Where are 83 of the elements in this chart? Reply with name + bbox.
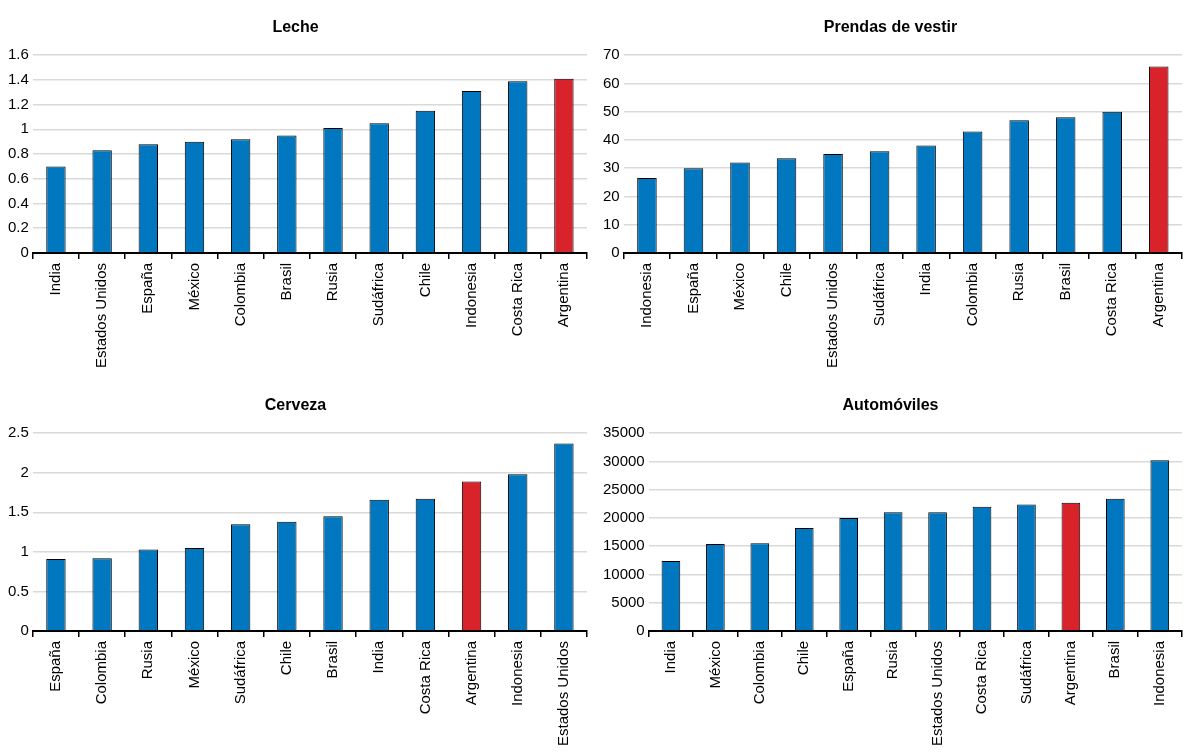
x-tick-label: México — [184, 640, 202, 689]
y-tick-label: 60 — [603, 73, 620, 91]
x-tick-label: Brasil — [1055, 262, 1073, 301]
x-tick-label: Argentina — [1061, 640, 1079, 706]
y-tick-label: 2 — [20, 462, 29, 480]
x-tick-label: Colombia — [962, 262, 980, 327]
x-tick-label: España — [46, 640, 64, 692]
x-tick-label: España — [838, 640, 856, 692]
x-tick-label: Estados Unidos — [554, 640, 572, 746]
x-tick-label: Colombia — [230, 262, 248, 327]
y-tick-label: 30 — [603, 158, 620, 176]
y-tick-label: 50 — [603, 101, 620, 119]
x-tick-label: Chile — [415, 262, 433, 298]
y-tick-label: 0 — [20, 621, 29, 639]
x-tick-label: Brasil — [276, 262, 294, 301]
y-tick-label: 2.5 — [7, 423, 29, 441]
x-tick-label: Argentina — [461, 640, 479, 706]
y-tick-label: 1.4 — [7, 70, 29, 88]
x-tick-label: Costa Rica — [507, 262, 525, 337]
x-tick-label: India — [369, 640, 387, 674]
x-tick-label: India — [661, 640, 679, 674]
y-tick-label: 0.2 — [7, 218, 29, 236]
x-tick-label: Argentina — [1148, 262, 1166, 328]
y-tick-label: 20000 — [602, 508, 645, 526]
y-tick-label: 1.5 — [7, 502, 29, 520]
x-tick-label: Rusia — [1009, 262, 1027, 302]
x-tick-label: Brasil — [323, 640, 341, 679]
x-tick-label: Costa Rica — [972, 640, 990, 715]
x-tick-label: Rusia — [138, 640, 156, 680]
x-tick-label: Argentina — [554, 262, 572, 328]
x-tick-label: Indonesia — [507, 640, 525, 706]
x-tick-label: Chile — [794, 640, 812, 676]
y-tick-label: 35000 — [602, 423, 645, 441]
y-tick-label: 1 — [20, 119, 29, 137]
chart-title: Leche — [272, 18, 319, 36]
x-tick-label: Rusia — [323, 262, 341, 302]
x-tick-label: Colombia — [92, 640, 110, 705]
x-tick-label: Sudáfrica — [369, 262, 387, 327]
y-tick-label: 0.4 — [7, 193, 29, 211]
y-tick-label: 10000 — [602, 564, 645, 582]
chart-title: Prendas de vestir — [823, 18, 958, 36]
y-tick-label: 0.5 — [7, 581, 29, 599]
x-tick-label: India — [916, 262, 934, 296]
x-tick-label: Rusia — [883, 640, 901, 680]
y-tick-label: 1.6 — [7, 45, 29, 63]
x-tick-label: Sudáfrica — [1016, 640, 1034, 705]
y-tick-label: 0 — [20, 243, 29, 261]
y-tick-label: 40 — [603, 130, 620, 148]
y-tick-label: 0 — [636, 621, 645, 639]
x-tick-label: Indonesia — [637, 262, 655, 328]
y-tick-label: 0.8 — [7, 144, 29, 162]
x-tick-label: Costa Rica — [1102, 262, 1120, 337]
x-tick-label: India — [46, 262, 64, 296]
y-tick-label: 0.6 — [7, 168, 29, 186]
x-tick-label: Colombia — [749, 640, 767, 705]
y-tick-label: 10 — [603, 214, 620, 232]
x-tick-label: Costa Rica — [415, 640, 433, 715]
x-tick-label: España — [683, 262, 701, 314]
y-tick-label: 20 — [603, 186, 620, 204]
x-tick-label: Brasil — [1105, 640, 1123, 679]
x-tick-label: España — [138, 262, 156, 314]
x-tick-label: Sudáfrica — [869, 262, 887, 327]
y-tick-label: 0 — [611, 243, 620, 261]
y-tick-label: 30000 — [602, 451, 645, 469]
x-tick-label: Sudáfrica — [230, 640, 248, 705]
y-tick-label: 70 — [603, 45, 620, 63]
x-tick-label: México — [730, 262, 748, 311]
x-tick-label: México — [184, 262, 202, 311]
x-tick-label: Estados Unidos — [823, 262, 841, 368]
x-tick-label: Indonesia — [461, 262, 479, 328]
x-tick-label: Chile — [276, 640, 294, 676]
x-tick-label: Estados Unidos — [927, 640, 945, 746]
x-tick-label: Indonesia — [1149, 640, 1167, 706]
chart-title: Cerveza — [264, 396, 327, 414]
y-tick-label: 1 — [20, 541, 29, 559]
y-tick-label: 5000 — [611, 592, 645, 610]
x-tick-label: México — [705, 640, 723, 689]
y-tick-label: 25000 — [602, 479, 645, 497]
y-tick-label: 1.2 — [7, 94, 29, 112]
x-tick-label: Chile — [776, 262, 794, 298]
chart-title: Automóviles — [842, 396, 939, 414]
x-tick-label: Estados Unidos — [92, 262, 110, 368]
y-tick-label: 15000 — [602, 536, 645, 554]
